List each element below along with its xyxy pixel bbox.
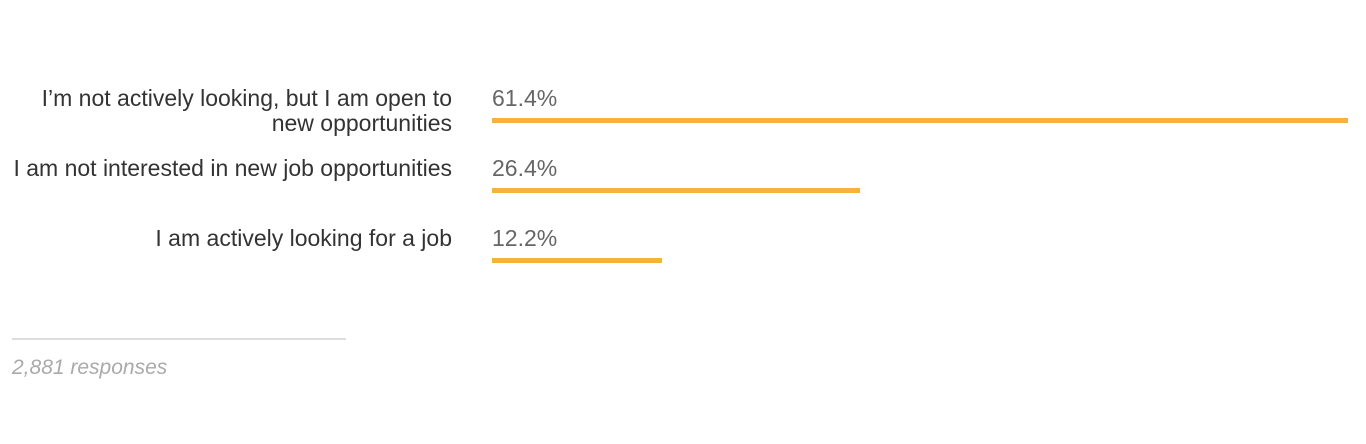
- category-label: I am not interested in new job opportuni…: [13, 155, 452, 181]
- category-label: I’m not actively looking, but I am open …: [41, 85, 452, 136]
- bar: [492, 118, 1348, 123]
- chart-row: I am not interested in new job opportuni…: [0, 156, 1366, 226]
- chart-row: I’m not actively looking, but I am open …: [0, 86, 1366, 156]
- value-label: 61.4%: [492, 85, 558, 111]
- category-label: I am actively looking for a job: [155, 225, 452, 251]
- chart-row: I am actively looking for a job 12.2%: [0, 226, 1366, 296]
- bar: [492, 258, 662, 263]
- bar: [492, 188, 860, 193]
- bar-chart: I’m not actively looking, but I am open …: [0, 86, 1366, 296]
- value-label: 12.2%: [492, 225, 558, 251]
- value-label: 26.4%: [492, 155, 558, 181]
- footer-divider: [12, 338, 346, 340]
- response-count: 2,881 responses: [12, 356, 168, 379]
